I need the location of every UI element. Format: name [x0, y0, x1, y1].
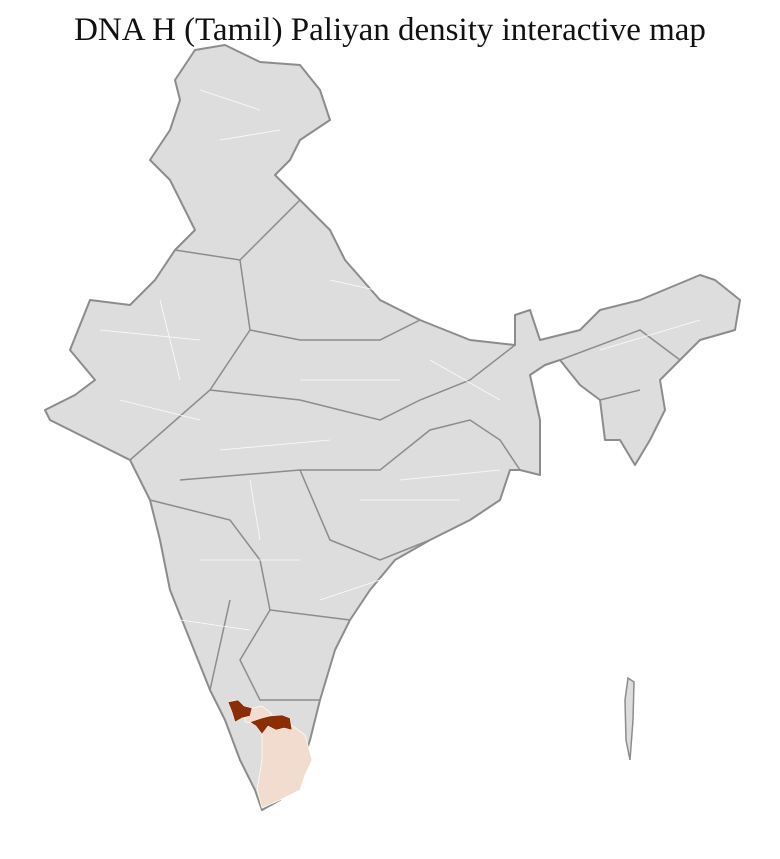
india-mainland[interactable] — [44, 44, 741, 811]
map-title: DNA H (Tamil) Paliyan density interactiv… — [74, 12, 706, 48]
country-outline — [44, 44, 741, 811]
density-regions — [227, 699, 313, 809]
low-density-district[interactable] — [256, 719, 313, 809]
andaman-islands[interactable] — [624, 676, 635, 761]
high-density-district[interactable] — [227, 699, 253, 723]
district-lines — [99, 89, 701, 631]
high-density-district[interactable] — [249, 714, 293, 735]
